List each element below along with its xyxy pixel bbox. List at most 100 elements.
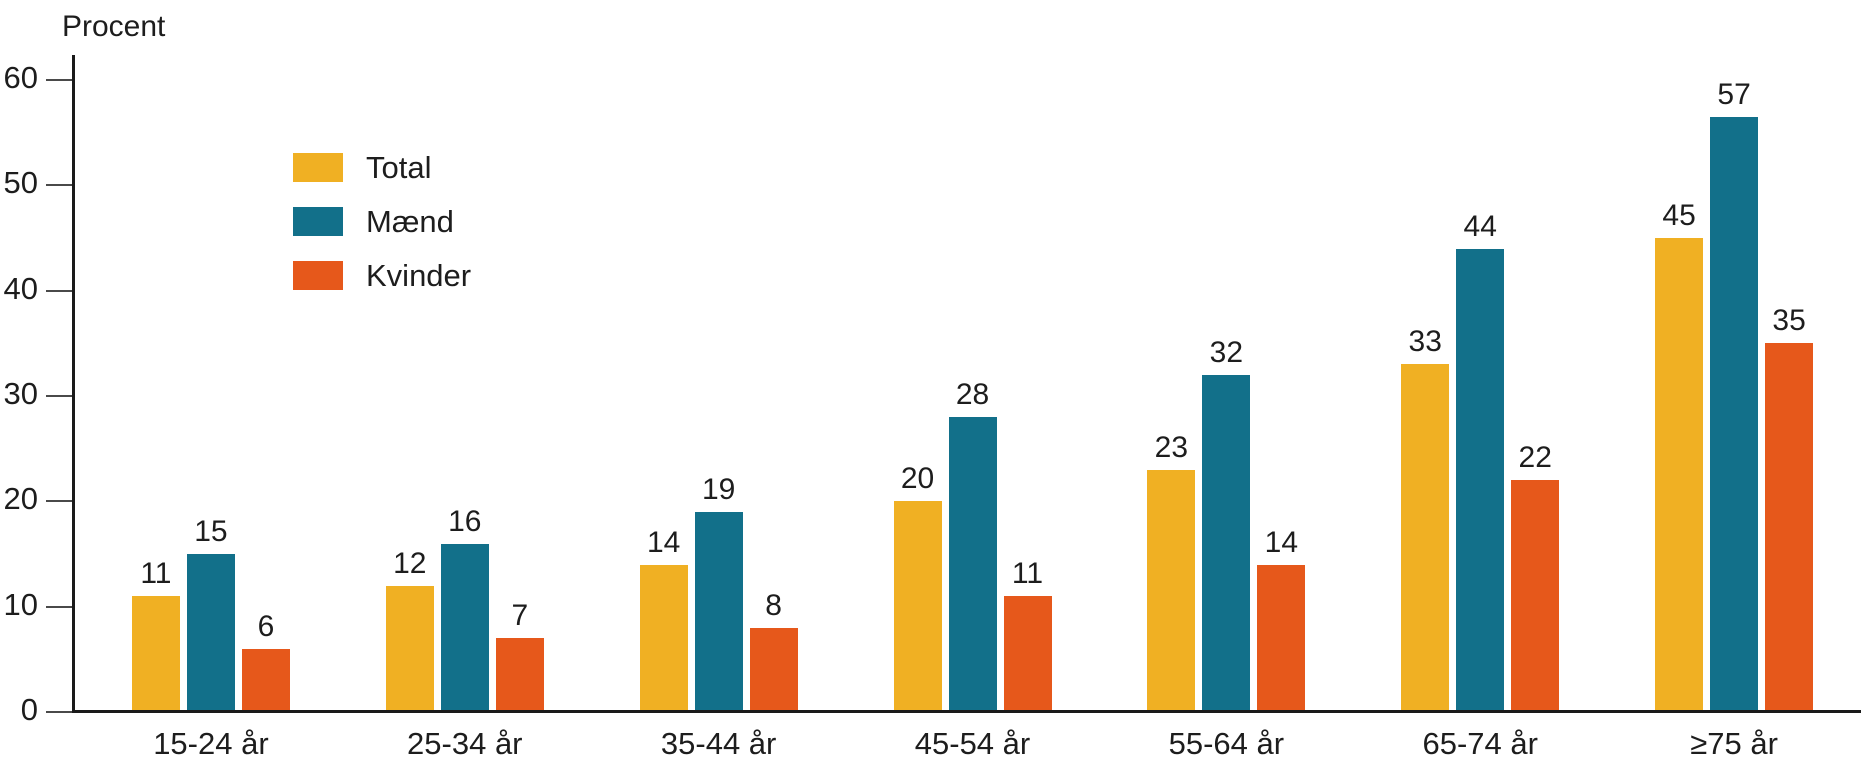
- bar-value-label: 45: [1662, 199, 1696, 232]
- bar-group-55-64: 23 32 14 55-64 år: [1099, 80, 1353, 761]
- y-tick-label: 10: [3, 586, 38, 622]
- bar-group-25-34: 12 16 7 25-34 år: [338, 80, 592, 761]
- x-axis-label: 55-64 år: [1168, 726, 1285, 761]
- x-axis-label: 15-24 år: [153, 726, 269, 761]
- bar-total: [1147, 469, 1196, 712]
- bar-total: [131, 596, 180, 712]
- bar-kvinder: [1765, 343, 1814, 712]
- bar-value-label: 12: [393, 546, 427, 580]
- bar-maend: [1710, 117, 1759, 712]
- bar-value-label: 7: [511, 599, 529, 633]
- y-tick-label: 50: [3, 165, 38, 201]
- bar-col: 11: [131, 80, 180, 712]
- bar-maend: [694, 511, 743, 712]
- bar-value-label: 19: [701, 472, 736, 506]
- legend-item-maend: Mænd: [293, 206, 471, 237]
- bar-value-label: 11: [140, 557, 172, 591]
- legend-item-kvinder: Kvinder: [293, 260, 471, 291]
- bar-kvinder: [1003, 596, 1052, 712]
- bar-maend: [1456, 248, 1505, 712]
- y-tick-label: 0: [20, 692, 38, 727]
- bar-col: 45: [1655, 80, 1704, 712]
- bar-total: [1655, 238, 1704, 712]
- bar-kvinder: [1511, 480, 1560, 712]
- y-tick-label: 40: [3, 270, 38, 306]
- legend-label: Kvinder: [366, 258, 472, 293]
- bar-group-45-54: 20 28 11 45-54 år: [846, 80, 1100, 761]
- y-tick-mark: [46, 605, 72, 608]
- bar-kvinder: [749, 627, 798, 712]
- y-axis-line: [72, 55, 75, 713]
- x-axis-label: 25-34 år: [407, 726, 523, 761]
- bar-maend: [1202, 374, 1251, 712]
- legend-swatch-maend: [293, 207, 343, 236]
- bar-col: 11: [1003, 80, 1052, 712]
- bar-value-label: 33: [1408, 325, 1442, 359]
- bar-col: 44: [1456, 80, 1505, 712]
- plot-area: 11 15 6 15-24 år 12 16 7: [84, 78, 1861, 761]
- bar-col: 28: [948, 80, 997, 712]
- bar-value-label: 44: [1463, 209, 1497, 243]
- x-axis-line: [72, 710, 1861, 713]
- bar-value-label: 32: [1209, 335, 1244, 369]
- bar-col: 35: [1765, 80, 1814, 712]
- y-axis-title: Procent: [62, 10, 166, 43]
- y-tick-mark: [46, 395, 72, 397]
- legend-swatch-total: [293, 153, 343, 182]
- x-axis-label: 45-54 år: [914, 726, 1031, 761]
- bar-value-label: 16: [448, 504, 482, 538]
- bar-col: 7: [495, 80, 544, 712]
- bar-group-35-44: 14 19 8 35-44 år: [592, 80, 846, 761]
- bar-col: 14: [1257, 80, 1306, 712]
- bar-col: 14: [639, 80, 688, 712]
- bar-kvinder: [1257, 564, 1306, 712]
- y-tick-mark: [46, 79, 72, 81]
- bar-value-label: 22: [1518, 441, 1552, 475]
- x-axis-label: 65-74 år: [1422, 726, 1538, 761]
- bar-value-label: 28: [955, 378, 990, 412]
- y-tick-mark: [46, 500, 72, 503]
- bar-value-label: 11: [1011, 557, 1044, 591]
- y-tick-mark: [46, 711, 72, 713]
- bar-kvinder: [495, 638, 544, 712]
- bar-kvinder: [241, 648, 290, 712]
- bar-group-65-74: 33 44 22 65-74 år: [1353, 80, 1607, 761]
- bar-value-label: 8: [765, 588, 782, 622]
- bar-value-label: 14: [1264, 525, 1299, 559]
- bar-value-label: 14: [646, 525, 681, 559]
- legend: Total Mænd Kvinder: [293, 152, 471, 314]
- bar-maend: [948, 417, 997, 712]
- x-axis-label: ≥75 år: [1690, 726, 1778, 761]
- bar-col: 8: [749, 80, 798, 712]
- bar-value-label: 6: [257, 609, 275, 643]
- bar-maend: [186, 554, 235, 712]
- bar-col: 23: [1147, 80, 1196, 712]
- bar-maend: [440, 543, 489, 712]
- x-axis-label: 35-44 år: [660, 726, 777, 761]
- bar-col: 6: [241, 80, 290, 712]
- bar-total: [385, 585, 434, 712]
- bar-col: 57: [1710, 78, 1759, 712]
- legend-label: Total: [366, 150, 432, 185]
- bar-total: [893, 501, 942, 712]
- bar-value-label: 35: [1772, 304, 1806, 338]
- bar-group-75-plus: 45 57 35 ≥75 år: [1607, 78, 1861, 761]
- bar-col: 16: [440, 80, 489, 712]
- bar-total: [639, 564, 688, 712]
- y-tick-label: 20: [3, 481, 38, 517]
- legend-label: Mænd: [366, 204, 454, 239]
- bar-value-label: 20: [900, 462, 935, 496]
- y-tick-mark: [46, 289, 72, 292]
- legend-swatch-kvinder: [293, 261, 343, 290]
- bar-value-label: 57: [1717, 78, 1751, 111]
- y-tick-mark: [46, 184, 72, 187]
- bar-col: 32: [1202, 80, 1251, 712]
- bar-group-15-24: 11 15 6 15-24 år: [84, 80, 338, 761]
- bar-col: 20: [893, 80, 942, 712]
- bar-col: 22: [1511, 80, 1560, 712]
- y-tick-label: 60: [3, 60, 38, 95]
- legend-item-total: Total: [293, 152, 471, 183]
- bar-value-label: 23: [1154, 430, 1189, 464]
- y-tick-label: 30: [3, 376, 38, 411]
